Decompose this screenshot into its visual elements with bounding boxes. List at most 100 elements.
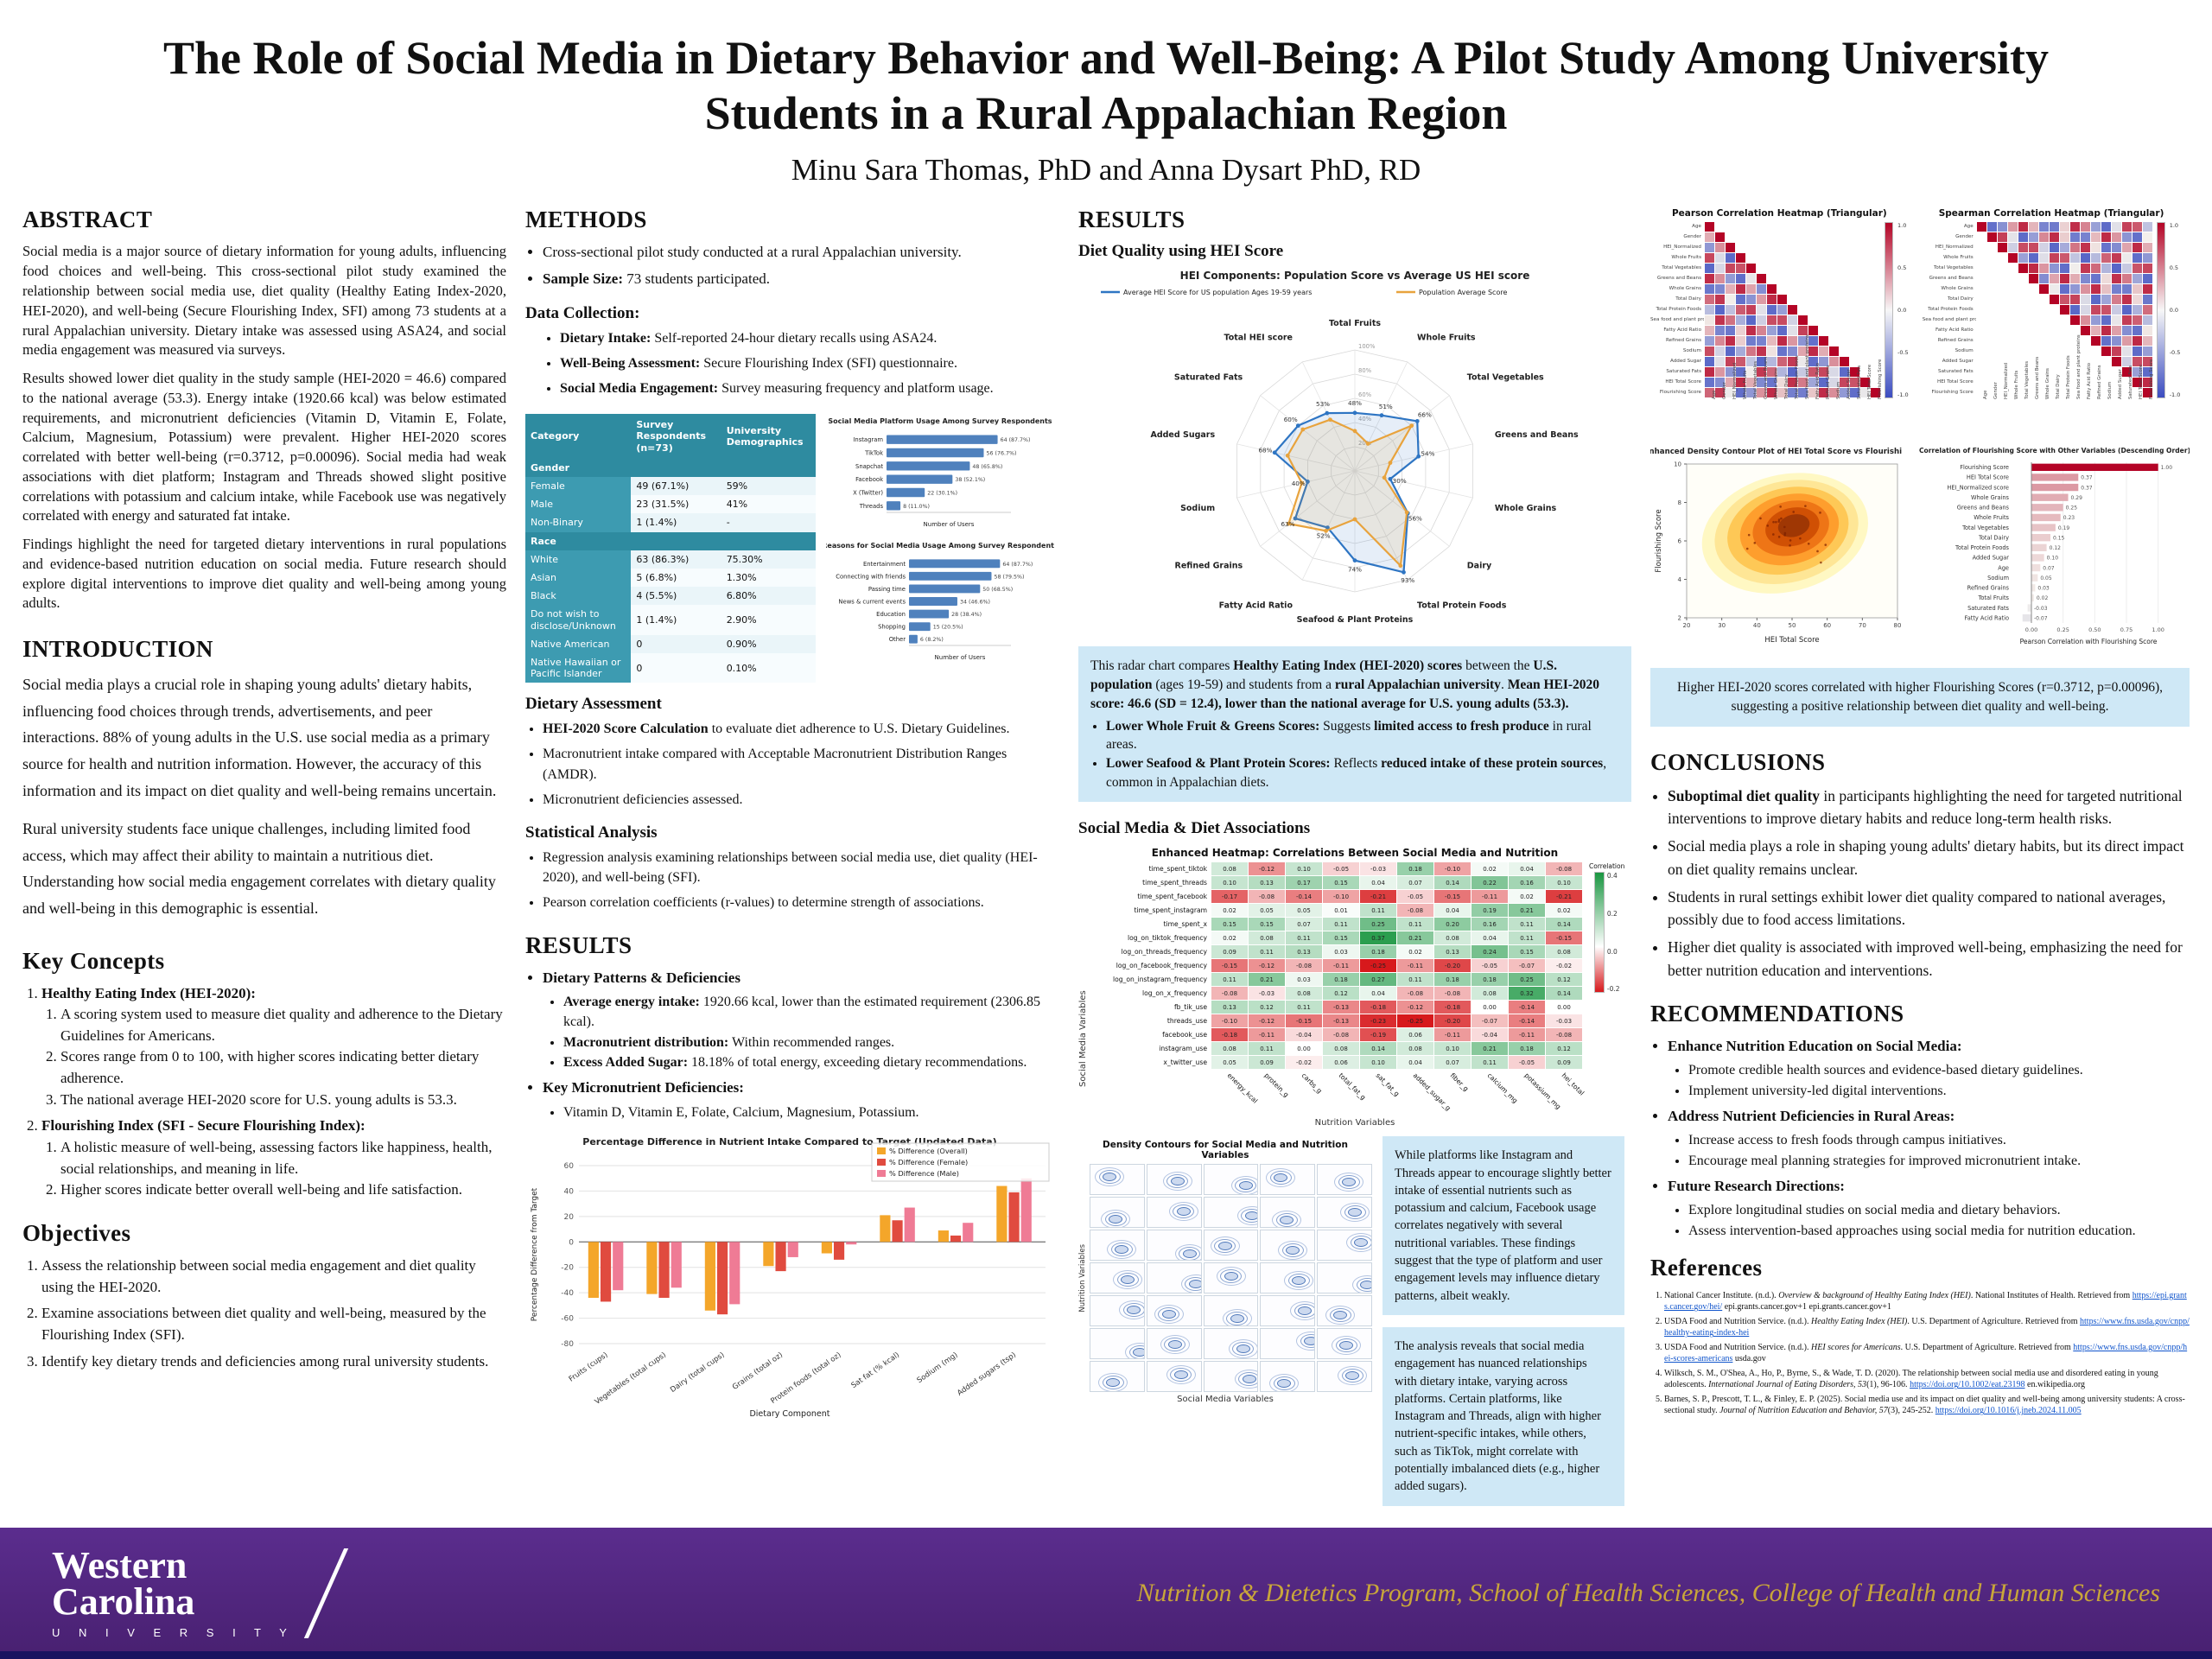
svg-text:Number of Users: Number of Users: [935, 654, 986, 661]
list-item: Dietary Patterns & DeficienciesAverage e…: [543, 968, 1059, 1072]
svg-text:34 (46.6%): 34 (46.6%): [960, 600, 990, 606]
associations-note-box: While platforms like Instagram and Threa…: [1382, 1136, 1624, 1315]
list-item: Macronutrient distribution: Within recom…: [563, 1033, 1059, 1052]
svg-text:0.02: 0.02: [2037, 596, 2049, 602]
svg-text:Whole Grains: Whole Grains: [1495, 504, 1557, 513]
svg-text:40%: 40%: [1292, 480, 1306, 487]
introduction-paragraph: Social media plays a crucial role in sha…: [22, 676, 497, 799]
list-item: Lower Whole Fruit & Greens Scores: Sugge…: [1106, 717, 1619, 754]
conclusions-list: Suboptimal diet quality in participants …: [1668, 785, 2190, 987]
svg-text:1.00: 1.00: [2152, 626, 2164, 633]
platform-usage-chart: Social Media Platform Usage Among Survey…: [828, 417, 1052, 528]
methods-bullets: Cross-sectional pilot study conducted at…: [543, 242, 1059, 295]
svg-text:38 (52.1%): 38 (52.1%): [955, 477, 985, 483]
wcu-university-label: U N I V E R S I T Y: [52, 1625, 295, 1639]
svg-text:Grains (total oz): Grains (total oz): [731, 1351, 785, 1392]
svg-text:Total HEI score: Total HEI score: [1224, 334, 1292, 343]
table-row: Do not wish to disclose/Unknown 1 (1.4%) 2…: [525, 605, 816, 635]
svg-text:News & current events: News & current events: [838, 599, 906, 606]
svg-text:64 (87.7%): 64 (87.7%): [1002, 562, 1033, 568]
list-item: Average energy intake: 1920.66 kcal, low…: [563, 992, 1059, 1032]
svg-text:Fatty Acid Ratio: Fatty Acid Ratio: [1965, 615, 2009, 622]
svg-text:Reasons for Social Media Usage: Reasons for Social Media Usage Among Sur…: [826, 542, 1054, 550]
list-item: Students in rural settings exhibit lower…: [1668, 886, 2190, 931]
wcu-word-line2: Carolina: [52, 1580, 195, 1623]
table-row: Race: [525, 531, 816, 550]
svg-text:Percentage Difference from Tar: Percentage Difference from Target: [531, 1187, 539, 1321]
svg-text:30: 30: [1718, 622, 1726, 629]
svg-text:Connecting with friends: Connecting with friends: [836, 574, 906, 581]
table-header-row: Category Survey Respondents (n=73) Univers…: [525, 414, 816, 459]
list-item: A holistic measure of well-being, assess…: [60, 1137, 506, 1179]
svg-text:56%: 56%: [1408, 515, 1422, 523]
table-row: Male 23 (31.5%) 41%: [525, 495, 816, 514]
svg-text:50: 50: [1789, 622, 1796, 629]
mini-charts: Social Media Platform Usage Among Survey…: [826, 414, 1054, 666]
svg-text:Age: Age: [1998, 565, 2009, 572]
svg-text:6: 6: [1678, 538, 1682, 545]
svg-text:51%: 51%: [1379, 403, 1393, 410]
svg-text:80: 80: [1894, 622, 1902, 629]
svg-text:6 (8.2%): 6 (8.2%): [920, 637, 944, 643]
reference-link[interactable]: https://doi.org/10.1002/eat.23198: [1910, 1380, 2025, 1390]
list-item: Explore longitudinal studies on social m…: [1688, 1200, 2190, 1220]
list-item: Excess Added Sugar: 18.18% of total ener…: [563, 1052, 1059, 1072]
svg-text:Correlation of Flourishing Sco: Correlation of Flourishing Score with Ot…: [1919, 447, 2190, 454]
data-collection-label: Data Collection:: [525, 303, 640, 322]
poster-header: The Role of Social Media in Dietary Beha…: [0, 0, 2212, 191]
svg-text:Added Sugars: Added Sugars: [1150, 430, 1215, 440]
svg-text:Facebook: Facebook: [855, 476, 883, 483]
svg-text:Flourishing Score: Flourishing Score: [1655, 510, 1663, 573]
key-concepts-list: Healthy Eating Index (HEI-2020):A scorin…: [41, 983, 506, 1206]
svg-text:Seafood & Plant Proteins: Seafood & Plant Proteins: [1297, 615, 1414, 625]
list-item: Key Micronutrient Deficiencies:Vitamin D…: [543, 1077, 1059, 1122]
reference-item: National Cancer Institute. (n.d.). Overv…: [1664, 1290, 2190, 1313]
svg-text:4: 4: [1678, 576, 1682, 583]
svg-text:50 (68.5%): 50 (68.5%): [982, 587, 1013, 593]
column-abstract-intro: ABSTRACT Social media is a major source …: [22, 205, 506, 1377]
wcu-wordmark: Western Carolina: [52, 1547, 295, 1623]
svg-text:-20: -20: [561, 1264, 574, 1273]
svg-text:0: 0: [569, 1238, 574, 1247]
svg-text:20: 20: [564, 1213, 575, 1222]
statistical-analysis-list: Regression analysis examining relationsh…: [543, 848, 1059, 918]
reference-item: Barnes, S. P., Prescott, T. L., & Finley…: [1664, 1394, 2190, 1417]
list-item: Social Media Engagement: Survey measurin…: [560, 378, 1059, 398]
list-item: Well-Being Assessment: Secure Flourishin…: [560, 353, 1059, 373]
svg-text:Pearson Correlation with Flour: Pearson Correlation with Flourishing Sco…: [2020, 638, 2158, 645]
footer-program-text: Nutrition & Dietetics Program, School of…: [1136, 1579, 2160, 1607]
key-concepts-heading: Key Concepts: [22, 947, 165, 974]
svg-text:0.37: 0.37: [2081, 475, 2093, 481]
methods-heading: METHODS: [525, 207, 647, 233]
radar-caption-box: This radar chart compares Healthy Eating…: [1078, 646, 1631, 803]
density-contours-matrix: Density Contours for Social Media and Nu…: [1078, 1136, 1372, 1404]
list-item: Higher diet quality is associated with i…: [1668, 936, 2190, 982]
svg-text:0.12: 0.12: [2050, 546, 2062, 552]
svg-text:-0.03: -0.03: [2034, 606, 2048, 612]
svg-text:Entertainment: Entertainment: [863, 561, 906, 568]
svg-text:Whole Fruits: Whole Fruits: [1974, 515, 2009, 522]
reference-link[interactable]: https://epi.grants.cancer.gov/hei/: [1664, 1290, 2187, 1313]
reference-item: USDA Food and Nutrition Service. (n.d.).…: [1664, 1316, 2190, 1339]
svg-text:48%: 48%: [1348, 399, 1362, 407]
column-conclusions: Pearson Correlation Heatmap (Triangular)…: [1650, 205, 2190, 1419]
svg-text:66%: 66%: [1418, 411, 1432, 419]
list-item: Scores range from 0 to 100, with higher …: [60, 1046, 506, 1089]
svg-text:40%: 40%: [1358, 416, 1372, 423]
svg-text:X (Twitter): X (Twitter): [853, 490, 883, 497]
svg-text:-0.07: -0.07: [2034, 616, 2048, 622]
svg-text:Snapchat: Snapchat: [855, 463, 883, 470]
poster-title: The Role of Social Media in Dietary Beha…: [162, 32, 2050, 139]
svg-text:Passing time: Passing time: [868, 586, 906, 593]
poster-authors: Minu Sara Thomas, PhD and Anna Dysart Ph…: [791, 153, 1421, 188]
svg-text:Dietary Component: Dietary Component: [749, 1409, 830, 1419]
reference-link[interactable]: https://www.fns.usda.gov/cnpp/healthy-ea…: [1664, 1316, 2190, 1338]
reference-link[interactable]: https://www.fns.usda.gov/cnpp/hei-scores…: [1664, 1342, 2188, 1364]
list-item: Flourishing Index (SFI - Secure Flourish…: [41, 1116, 506, 1201]
svg-text:40: 40: [1753, 622, 1761, 629]
svg-text:0.10: 0.10: [2047, 556, 2059, 562]
reference-link[interactable]: https://doi.org/10.1016/j.jneb.2024.11.0…: [1935, 1406, 2082, 1416]
svg-text:HEI Components: Population Sco: HEI Components: Population Score vs Aver…: [1180, 270, 1530, 282]
svg-text:Sodium (mg): Sodium (mg): [916, 1351, 960, 1385]
